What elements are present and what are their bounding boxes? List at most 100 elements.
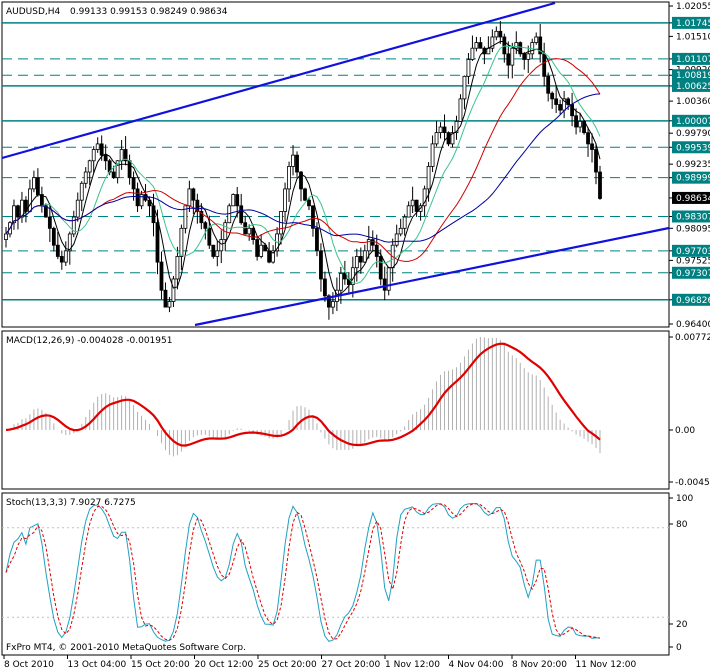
price-tick: 0.98095 — [669, 224, 710, 234]
price-scale[interactable]: 1.020551.017451.015101.011071.009201.008… — [669, 2, 710, 330]
candle — [191, 187, 196, 215]
candle — [75, 192, 80, 222]
candle — [51, 226, 56, 252]
candle — [203, 220, 208, 240]
candle — [494, 26, 499, 41]
candle — [71, 210, 76, 238]
price-tick-label: 0.99235 — [676, 160, 710, 170]
candle — [450, 125, 455, 148]
time-tick-label: 4 Nov 04:00 — [449, 660, 504, 670]
time-axis[interactable]: 8 Oct 2010 13 Oct 04:00 15 Oct 20:00 20 Oct… — [3, 655, 636, 670]
price-tick: 0.96826 — [669, 293, 710, 306]
stoch-scale-80: 80 — [676, 520, 688, 530]
price-tick: 0.99235 — [669, 160, 710, 170]
candle — [323, 271, 327, 302]
candle — [534, 32, 539, 45]
candle — [91, 146, 96, 174]
candle — [59, 250, 64, 270]
stochastic-lines — [2, 502, 669, 642]
price-tick-label: 0.98999 — [676, 174, 710, 184]
price-tick: 0.97525 — [669, 256, 710, 266]
candle — [303, 187, 307, 202]
ma-mid-line — [5, 45, 601, 285]
candle — [271, 245, 276, 264]
candle — [398, 218, 403, 237]
candle — [103, 144, 108, 170]
candle — [319, 243, 323, 292]
candle — [422, 185, 427, 217]
channel-lower-line[interactable] — [194, 226, 670, 327]
stoch-panel[interactable] — [1, 492, 670, 656]
candle — [67, 231, 72, 265]
candle — [410, 186, 415, 214]
candle — [155, 209, 160, 275]
stoch-scale-0: 0 — [676, 643, 682, 653]
candle — [4, 227, 8, 248]
price-tick-label: 1.01107 — [676, 55, 710, 65]
time-tick: 1 Nov 12:00 — [384, 655, 440, 670]
time-tick: 8 Oct 2010 — [3, 655, 54, 670]
price-tick: 1.01745 — [669, 16, 710, 29]
candle — [510, 42, 515, 79]
candle — [446, 131, 451, 147]
candle — [55, 231, 60, 260]
price-tick: 1.00360 — [669, 97, 710, 107]
candle — [582, 120, 586, 135]
candle — [159, 251, 164, 300]
candle — [538, 24, 543, 63]
candle — [370, 230, 375, 251]
price-tick-label: 0.99790 — [676, 129, 710, 139]
candle — [235, 186, 240, 218]
candle — [20, 191, 24, 223]
price-tick-label: 0.98095 — [676, 224, 710, 234]
stoch-scale-20: 20 — [676, 620, 688, 630]
candle — [12, 199, 16, 230]
price-panel[interactable] — [1, 1, 670, 328]
candle — [514, 31, 519, 55]
candle — [139, 190, 144, 210]
stoch-signal-line — [5, 503, 601, 641]
candle — [546, 72, 551, 102]
candle — [183, 205, 188, 234]
candle — [394, 224, 399, 248]
channel-upper-line[interactable] — [1, 1, 556, 160]
price-tick: 1.00007 — [669, 114, 710, 127]
candle — [179, 224, 184, 270]
macd-signal-line — [5, 342, 601, 447]
time-tick-label: 15 Oct 20:00 — [131, 660, 190, 670]
candle — [255, 236, 260, 261]
candle — [167, 296, 172, 313]
candle — [414, 199, 419, 217]
candle — [95, 137, 100, 153]
candle — [131, 171, 136, 201]
candle — [466, 53, 471, 85]
stoch-label: Stoch(13,3,3) 7.9027 6.7275 — [6, 498, 136, 508]
trend-channel[interactable] — [1, 1, 670, 327]
candle — [338, 266, 343, 304]
stoch-scale: 100 80 20 0 — [669, 494, 693, 653]
time-tick-label: 8 Oct 2010 — [4, 660, 54, 670]
price-tick-label: 0.98307 — [676, 212, 710, 222]
candle — [171, 275, 176, 308]
price-tick: 0.98307 — [669, 210, 710, 223]
stoch-scale-100: 100 — [676, 494, 693, 504]
copyright-text: FxPro MT4, © 2001-2010 MetaQuotes Softwa… — [6, 643, 246, 653]
candle — [311, 205, 315, 237]
candle — [219, 230, 224, 264]
symbol-label: AUDUSD,H4 — [6, 7, 61, 17]
candle — [354, 248, 359, 282]
candle — [574, 108, 578, 135]
price-tick: 1.01107 — [669, 52, 710, 65]
time-tick: 27 Oct 20:00 — [321, 655, 380, 670]
candle — [430, 135, 435, 172]
price-tick-label: 0.96400 — [676, 320, 710, 330]
candle — [462, 75, 467, 110]
candle — [590, 133, 594, 163]
candle — [442, 114, 447, 141]
price-tick-label: 0.97703 — [676, 247, 710, 257]
price-tick: 0.99539 — [669, 141, 710, 154]
candle — [434, 120, 439, 147]
price-tick-label: 1.01510 — [676, 32, 710, 42]
price-tick: 0.97703 — [669, 244, 710, 257]
